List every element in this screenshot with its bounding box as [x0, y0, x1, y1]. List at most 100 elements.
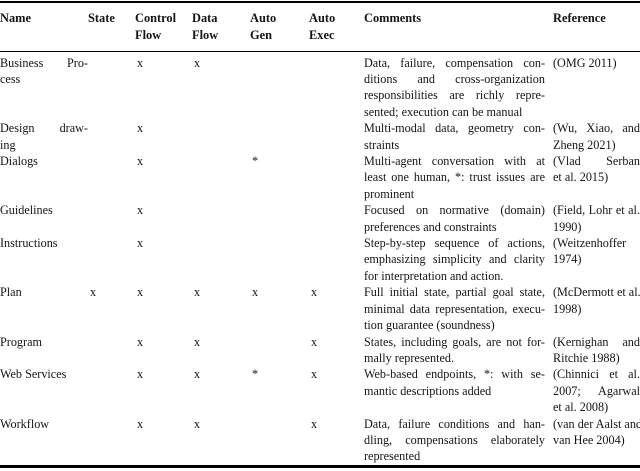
cell-mark-control_flow: x: [137, 55, 144, 70]
cell-mark-auto_gen: [250, 120, 309, 153]
cell-reference-line: (Kernighan and: [553, 334, 640, 349]
table-row: Web Services x x * x Web-based endpoints, *: …: [0, 366, 640, 415]
cell-mark-auto_exec: x: [311, 285, 318, 300]
cell-comments: Data, failure conditions and han-dling, …: [364, 416, 553, 467]
cell-comments-line: prominent: [364, 186, 415, 201]
cell-reference-line: 1974): [553, 252, 582, 267]
column-header-control_flow: Control Flow: [135, 2, 192, 51]
cell-name: Web Services: [0, 366, 88, 415]
column-header-name-line: Name: [0, 11, 31, 25]
cell-mark-data_flow: x: [194, 55, 201, 70]
column-header-auto_exec: Auto Exec: [309, 2, 364, 51]
cell-reference-line: (Wu, Xiao, and: [553, 121, 640, 136]
column-header-reference: Reference: [553, 2, 640, 51]
cell-name: Workflow: [0, 416, 88, 467]
cell-comments: Web-based endpoints, *: with se-mantic d…: [364, 366, 553, 415]
cell-comments: States, including goals, are not for-mal…: [364, 334, 553, 367]
column-header-auto_gen-line: Gen: [250, 27, 273, 42]
cell-reference-line: 2007; Agarwal: [553, 383, 640, 398]
cell-comments-line: straints: [364, 137, 400, 152]
cell-mark-auto_gen: [250, 416, 309, 467]
cell-mark-data_flow: [192, 120, 250, 153]
cell-comments-line: Focused on normative (domain): [364, 203, 545, 218]
cell-mark-state: [88, 120, 135, 153]
cell-mark-control_flow: x: [137, 334, 144, 349]
cell-reference: (Field, Lohr et al. 1990): [553, 202, 640, 235]
cell-mark-state: [88, 51, 135, 120]
cell-mark-auto_gen: *: [252, 154, 259, 169]
cell-mark-state: [88, 153, 135, 202]
cell-comments-line: Multi-modal data, geometry con-: [364, 121, 545, 136]
cell-name-line: Dialogs: [0, 154, 38, 169]
cell-comments-line: mantic descriptions added: [364, 383, 492, 398]
cell-reference-line: et al. 2015): [553, 170, 609, 185]
cell-reference: (van der Aalst and van Hee 2004): [553, 416, 640, 467]
cell-reference-line: (McDermott et al.: [553, 285, 640, 300]
cell-mark-control_flow: x: [137, 236, 144, 251]
table-row: Design draw-ing x Multi-modal data, geomet…: [0, 120, 640, 153]
cell-mark-control_flow: x: [137, 121, 144, 136]
column-header-state-line: State: [88, 11, 115, 25]
table-row: Dialogs x * Multi-agent conversation with a…: [0, 153, 640, 202]
cell-comments-line: Multi-agent conversation with at: [364, 154, 545, 169]
cell-mark-auto_exec: x: [311, 367, 318, 382]
cell-mark-auto_gen: [250, 51, 309, 120]
cell-reference-line: Ritchie 1988): [553, 350, 620, 365]
column-header-auto_exec-line: Auto: [309, 11, 336, 25]
cell-reference: (Kernighan and Ritchie 1988): [553, 334, 640, 367]
cell-name-line: Program: [0, 334, 42, 349]
cell-mark-state: [88, 366, 135, 415]
cell-mark-auto_gen: x: [252, 285, 259, 300]
cell-comments-line: emphasizing simplicity and clarity: [364, 252, 545, 267]
cell-mark-auto_exec: [309, 153, 364, 202]
cell-mark-data_flow: [192, 235, 250, 284]
table-row: Program x x x States, including goals, are n…: [0, 334, 640, 367]
cell-reference-line: (van der Aalst and: [553, 416, 640, 431]
table-row: Plan x x x x x Full initial state, partial goa…: [0, 284, 640, 333]
cell-reference: (Vlad Serban et al. 2015): [553, 153, 640, 202]
cell-mark-auto_exec: [309, 120, 364, 153]
cell-mark-auto_exec: [309, 235, 364, 284]
column-header-comments-line: Comments: [364, 11, 422, 25]
cell-mark-data_flow: x: [194, 334, 201, 349]
cell-name-line: Plan: [0, 285, 22, 300]
cell-comments-line: represented: [364, 449, 421, 464]
table-header: Name State Control Flow Data Flow Auto Gen Auto E…: [0, 2, 640, 52]
cell-reference-line: (Vlad Serban: [553, 154, 640, 169]
cell-mark-data_flow: [192, 153, 250, 202]
cell-comments: Focused on normative (domain) preferences…: [364, 202, 553, 235]
cell-name: Program: [0, 334, 88, 367]
cell-mark-data_flow: x: [194, 416, 201, 431]
cell-mark-auto_gen: [250, 235, 309, 284]
cell-comments: Step-by-step sequence of actions, emphasi…: [364, 235, 553, 284]
cell-mark-control_flow: x: [137, 285, 144, 300]
cell-comments-line: Web-based endpoints, *: with se-: [364, 367, 545, 382]
cell-comments-line: Data, failure, compensation con-: [364, 55, 545, 70]
column-header-data_flow: Data Flow: [192, 2, 250, 51]
column-header-name: Name: [0, 2, 88, 51]
cell-mark-state: [88, 416, 135, 467]
cell-name: Plan: [0, 284, 88, 333]
table-header-row: Name State Control Flow Data Flow Auto Gen Auto E…: [0, 2, 640, 52]
cell-comments: Multi-modal data, geometry con-straints: [364, 120, 553, 153]
cell-comments-line: least one human, *: trust issues are: [364, 170, 545, 185]
cell-mark-data_flow: x: [194, 285, 201, 300]
cell-reference: (Weitzenhoffer 1974): [553, 235, 640, 284]
cell-mark-state: [88, 235, 135, 284]
cell-reference-line: van Hee 2004): [553, 432, 625, 447]
table-body: Business Pro-cess x x Data, failure, compen…: [0, 51, 640, 466]
cell-mark-auto_gen: [250, 202, 309, 235]
cell-name: Business Pro-cess: [0, 51, 88, 120]
cell-comments: Multi-agent conversation with at least on…: [364, 153, 553, 202]
cell-reference-line: Zheng 2021): [553, 137, 616, 152]
cell-mark-data_flow: x: [194, 367, 201, 382]
column-header-reference-line: Reference: [553, 11, 606, 25]
cell-name: Dialogs: [0, 153, 88, 202]
cell-name-line: ing: [0, 137, 16, 152]
cell-comments-line: for interpretation and action.: [364, 268, 504, 283]
cell-comments-line: ditions and cross-organization: [364, 72, 545, 86]
table-row: Instructions x Step-by-step sequence of ac…: [0, 235, 640, 284]
table-row: Workflow x x x Data, failure conditions and …: [0, 416, 640, 467]
